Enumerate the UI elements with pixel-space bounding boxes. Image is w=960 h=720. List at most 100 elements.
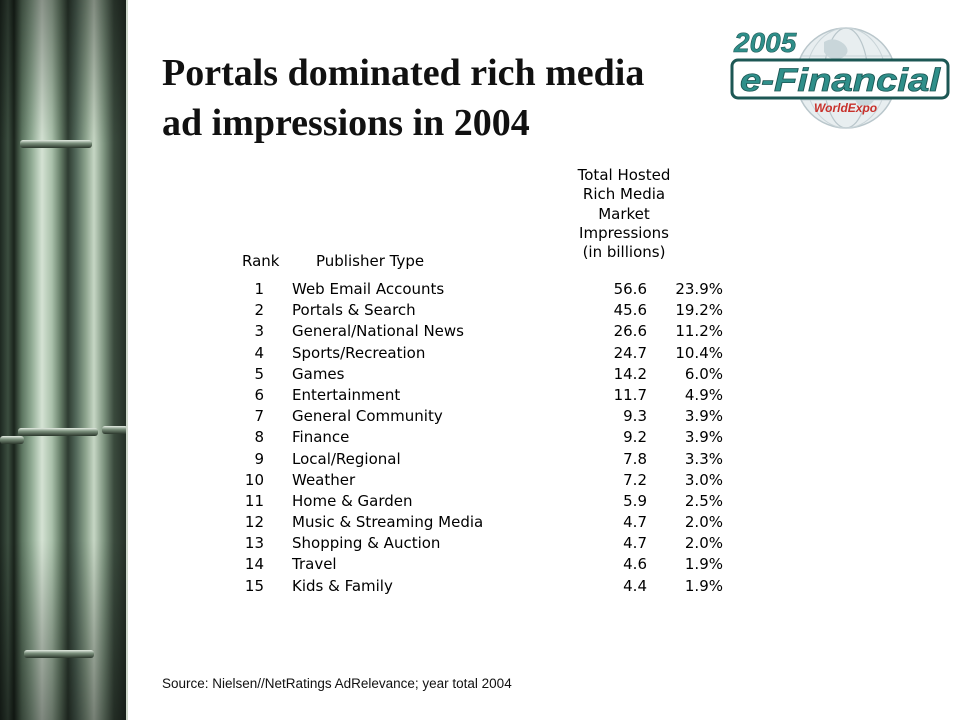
cell-impressions: 9.3 — [623, 407, 647, 426]
cell-impressions: 11.7 — [613, 385, 647, 404]
cell-publisher-type: Portals & Search — [292, 301, 416, 320]
bamboo-edge — [126, 0, 128, 720]
cell-share: 11.2% — [675, 322, 723, 341]
cell-rank: 14 — [244, 555, 264, 574]
cell-publisher-type: Games — [292, 364, 345, 383]
cell-impressions: 4.7 — [623, 534, 647, 553]
logo-year: 2005 — [733, 27, 797, 58]
table-row: 5 Games 14.2 6.0% — [226, 364, 756, 385]
cell-rank: 9 — [254, 449, 264, 468]
table-row: 10 Weather 7.2 3.0% — [226, 470, 756, 491]
cell-impressions: 7.2 — [623, 470, 647, 489]
table-row: 7 General Community 9.3 3.9% — [226, 406, 756, 427]
cell-impressions: 56.6 — [613, 280, 647, 298]
cell-share: 23.9% — [675, 280, 723, 298]
table-row: 1 Web Email Accounts 56.6 23.9% — [226, 279, 756, 300]
cell-impressions: 7.8 — [623, 449, 647, 468]
table-row: 9 Local/Regional 7.8 3.3% — [226, 449, 756, 470]
header-rank: Rank — [242, 252, 280, 270]
slide-title: Portals dominated rich media ad impressi… — [162, 48, 722, 148]
bamboo-node — [24, 650, 94, 658]
cell-share: 3.0% — [684, 470, 723, 489]
cell-share: 19.2% — [675, 301, 723, 320]
cell-impressions: 9.2 — [623, 428, 647, 447]
cell-impressions: 45.6 — [613, 301, 647, 320]
table-row: 8 Finance 9.2 3.9% — [226, 427, 756, 448]
cell-publisher-type: Entertainment — [292, 385, 401, 404]
header-impressions-line: Impressions — [579, 223, 669, 242]
table-body: 1 Web Email Accounts 56.6 23.9% 2 Portal… — [226, 279, 756, 597]
cell-rank: 15 — [244, 576, 264, 595]
cell-rank: 12 — [244, 513, 264, 532]
table-row: 4 Sports/Recreation 24.7 10.4% — [226, 343, 756, 364]
e-financial-logo: 2005 e-Financial WorldExpo — [730, 27, 950, 129]
cell-share: 3.9% — [684, 428, 723, 447]
table-row: 6 Entertainment 11.7 4.9% — [226, 385, 756, 406]
cell-rank: 3 — [254, 322, 264, 341]
cell-impressions: 14.2 — [613, 364, 647, 383]
cell-share: 2.0% — [684, 534, 723, 553]
cell-share: 2.5% — [684, 491, 723, 510]
cell-share: 3.3% — [684, 449, 723, 468]
cell-publisher-type: Local/Regional — [292, 449, 401, 468]
table-row: 2 Portals & Search 45.6 19.2% — [226, 300, 756, 321]
cell-publisher-type: Sports/Recreation — [292, 343, 426, 362]
cell-rank: 1 — [254, 280, 264, 298]
header-impressions: Total Hosted Rich Media Market Impressio… — [552, 166, 696, 262]
cell-share: 3.9% — [684, 407, 723, 426]
cell-publisher-type: General/National News — [292, 322, 464, 341]
bamboo-shade — [0, 0, 128, 720]
cell-publisher-type: General Community — [292, 407, 443, 426]
cell-publisher-type: Travel — [292, 555, 337, 574]
cell-rank: 6 — [254, 385, 264, 404]
cell-impressions: 26.6 — [613, 322, 647, 341]
table-row: 13 Shopping & Auction 4.7 2.0% — [226, 533, 756, 554]
header-impressions-line: Market — [598, 204, 650, 223]
logo-banner — [730, 58, 950, 100]
header-impressions-line: (in billions) — [582, 243, 666, 262]
cell-share: 10.4% — [675, 343, 723, 362]
logo-name: e-Financial — [740, 62, 941, 98]
bamboo-node — [102, 426, 128, 434]
header-impressions-line: Total Hosted — [577, 166, 671, 184]
bamboo-node — [20, 140, 92, 148]
cell-impressions: 5.9 — [623, 491, 647, 510]
cell-rank: 2 — [254, 301, 264, 320]
bamboo-decoration — [0, 0, 128, 720]
table-row: 11 Home & Garden 5.9 2.5% — [226, 491, 756, 512]
cell-publisher-type: Weather — [292, 470, 356, 489]
bamboo-node — [0, 436, 24, 444]
cell-share: 4.9% — [684, 385, 723, 404]
bamboo-node — [18, 428, 98, 436]
cell-share: 6.0% — [684, 364, 723, 383]
cell-publisher-type: Shopping & Auction — [292, 534, 441, 553]
source-note: Source: Nielsen//NetRatings AdRelevance;… — [162, 676, 512, 691]
cell-impressions: 4.7 — [623, 513, 647, 532]
slide-title-line-1: Portals dominated rich media — [162, 52, 645, 94]
cell-publisher-type: Web Email Accounts — [292, 280, 445, 298]
table-row: 15 Kids & Family 4.4 1.9% — [226, 576, 756, 597]
cell-share: 1.9% — [684, 576, 723, 595]
cell-rank: 4 — [254, 343, 264, 362]
cell-rank: 13 — [244, 534, 264, 553]
cell-publisher-type: Kids & Family — [292, 576, 393, 595]
cell-rank: 8 — [254, 428, 264, 447]
logo-subtitle: WorldExpo — [814, 101, 877, 115]
table-row: 14 Travel 4.6 1.9% — [226, 554, 756, 575]
table-row: 12 Music & Streaming Media 4.7 2.0% — [226, 512, 756, 533]
cell-rank: 5 — [254, 364, 264, 383]
cell-impressions: 24.7 — [613, 343, 647, 362]
cell-rank: 10 — [244, 470, 264, 489]
cell-impressions: 4.4 — [623, 576, 647, 595]
cell-publisher-type: Home & Garden — [292, 491, 413, 510]
cell-impressions: 4.6 — [623, 555, 647, 574]
header-impressions-line: Rich Media — [582, 185, 666, 204]
cell-rank: 7 — [254, 407, 264, 426]
cell-share: 2.0% — [684, 513, 723, 532]
cell-publisher-type: Finance — [292, 428, 350, 447]
slide-title-line-2: ad impressions in 2004 — [162, 102, 530, 144]
cell-rank: 11 — [244, 491, 264, 510]
header-publisher-type: Publisher Type — [316, 252, 425, 270]
cell-share: 1.9% — [684, 555, 723, 574]
table-row: 3 General/National News 26.6 11.2% — [226, 321, 756, 342]
